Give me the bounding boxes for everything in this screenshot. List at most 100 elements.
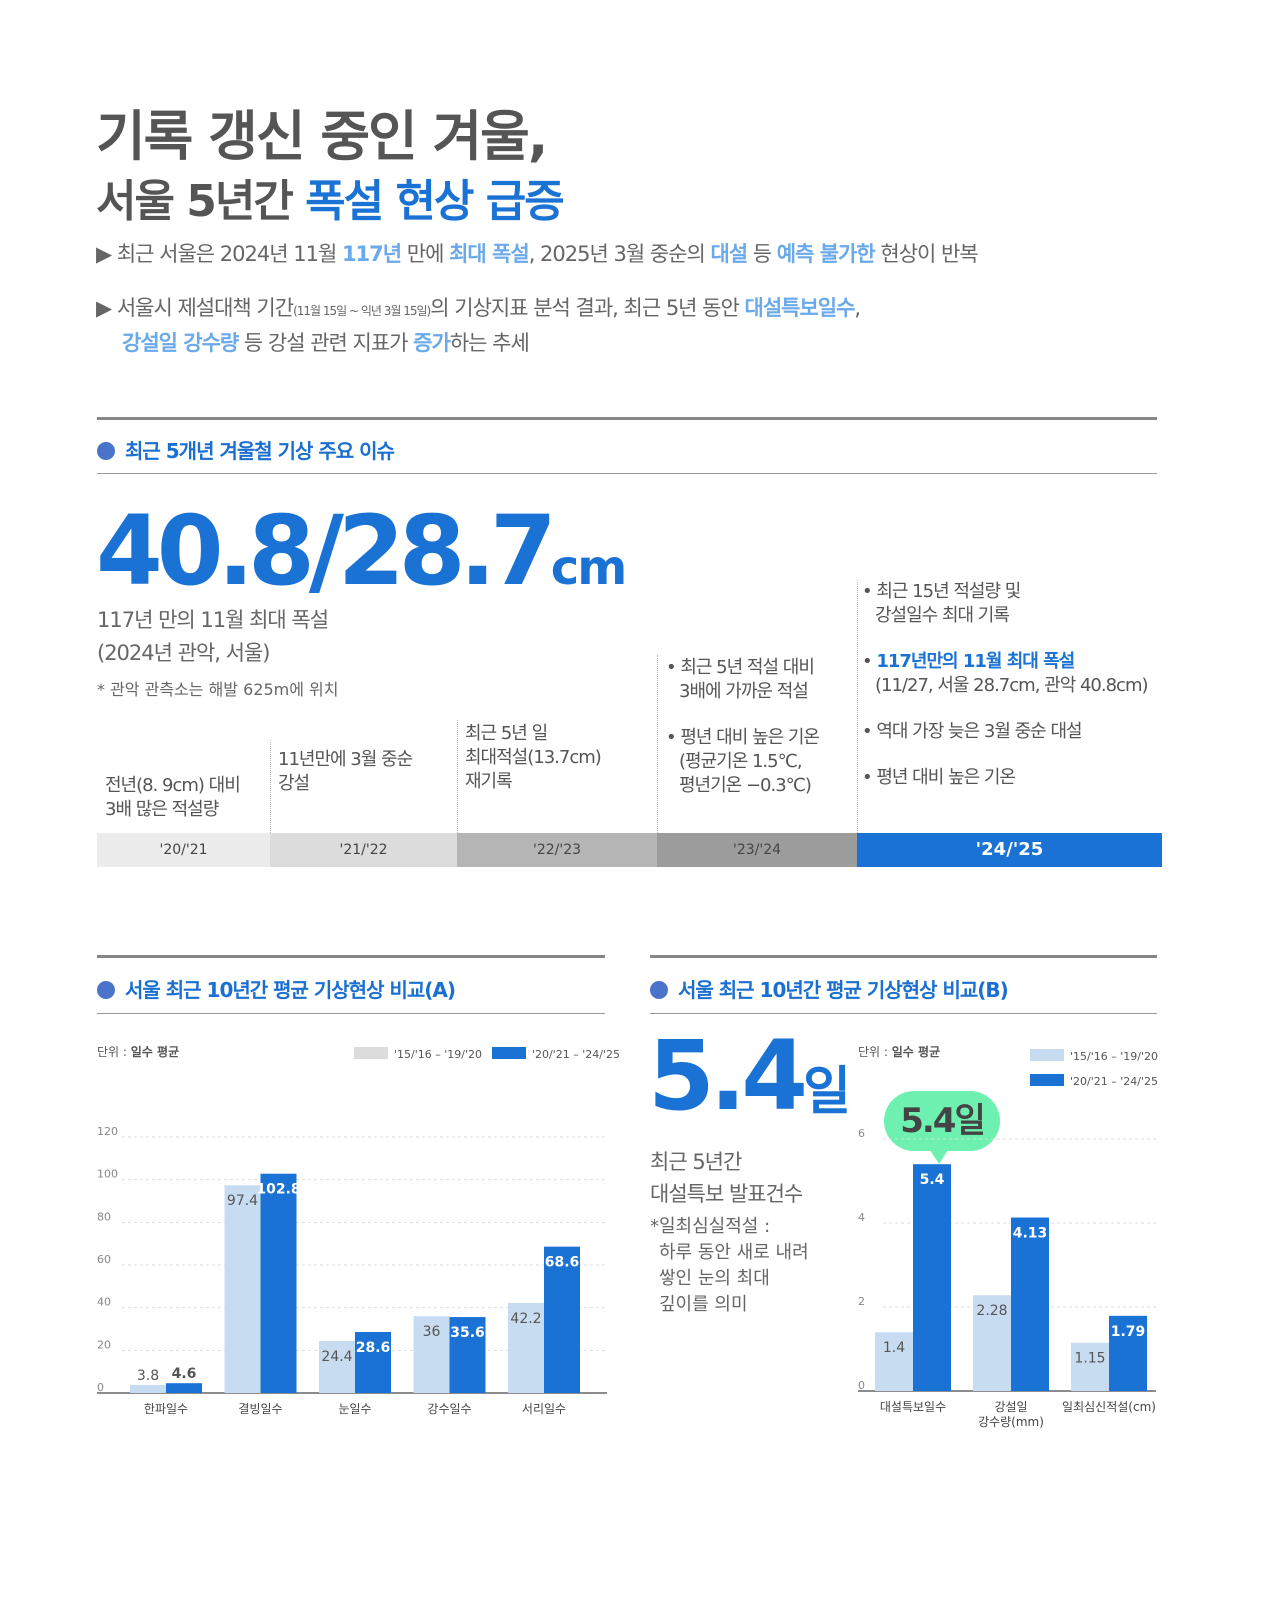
- line: 쌓인 눈의 최대: [659, 1268, 770, 1289]
- bar: [166, 1383, 202, 1393]
- divider: [650, 955, 1157, 958]
- highlight: 대설특보일수: [744, 296, 856, 320]
- line: 3배에 가까운 적설: [679, 681, 809, 702]
- bullet-dot-icon: [97, 981, 115, 999]
- timeline-season-24-25: '24/'25: [857, 833, 1162, 867]
- divider: [97, 473, 1157, 474]
- unit-label: 단위 : 일수 평균: [858, 1043, 940, 1060]
- y-tick-label: 20: [97, 1338, 111, 1351]
- divider: [97, 1013, 605, 1014]
- timeline-season-20-21: '20/'21: [97, 833, 270, 867]
- data-label: 28.6: [356, 1340, 391, 1356]
- title-line-2: 서울 5년간 폭설 현상 급증: [96, 165, 565, 229]
- season-note: • 최근 5년 적설 대비 3배에 가까운 적설 • 평년 대비 높은 기온 (평균…: [666, 657, 820, 796]
- legend-swatch-dark: [1030, 1074, 1064, 1086]
- unit-prefix: 단위 :: [97, 1045, 131, 1059]
- y-tick-label: 0: [97, 1381, 104, 1394]
- line: *일최심실적설 :: [650, 1216, 771, 1237]
- data-label: 24.4: [321, 1349, 352, 1365]
- data-label: 97.4: [227, 1193, 258, 1209]
- divider: [857, 580, 858, 833]
- bar: [319, 1340, 355, 1393]
- section-title: 서울 최근 10년간 평균 기상현상 비교(A): [125, 978, 456, 1002]
- title-highlight: 폭설 현상 급증: [305, 176, 565, 227]
- line: 최근 5년 일: [465, 723, 548, 744]
- legend-label: '20/'21 – '24/'25: [532, 1048, 620, 1061]
- text: 의 기상지표 분석 결과, 최근 5년 동안: [430, 296, 745, 320]
- x-tick-label: 결빙일수: [238, 1402, 282, 1416]
- unit: 일: [803, 1062, 851, 1122]
- line: 대설특보 발표건수: [650, 1182, 803, 1206]
- legend-swatch-light: [354, 1047, 388, 1059]
- text: 현상이 반복: [874, 242, 978, 266]
- timeline-season-21-22: '21/'22: [270, 833, 457, 867]
- big-warning-count: 5.4일: [648, 1020, 851, 1132]
- big-snow-value: 40.8/28.7cm: [96, 495, 627, 607]
- unit-prefix: 단위 :: [858, 1045, 892, 1059]
- legend-label: '20/'21 – '24/'25: [1070, 1075, 1158, 1088]
- title-plain: 서울 5년간: [96, 176, 306, 227]
- highlight: 예측 불가한: [776, 242, 876, 266]
- unit: cm: [550, 540, 627, 596]
- bar: [260, 1173, 297, 1393]
- highlight: 강설일 강수량: [122, 331, 239, 355]
- caption: 117년 만의 11월 최대 폭설 (2024년 관악, 서울): [97, 604, 329, 670]
- triangle-icon: ▶: [96, 242, 117, 266]
- divider: [270, 740, 271, 833]
- section-1-heading: 최근 5개년 겨울철 기상 주요 이슈: [97, 435, 395, 464]
- x-tick-label: 한파일수: [144, 1402, 188, 1416]
- text: 등 강설 관련 지표가: [238, 331, 414, 355]
- text: 만에: [401, 242, 450, 266]
- highlight: 증가: [413, 331, 451, 355]
- unit-label: 단위 : 일수 평균: [97, 1043, 179, 1060]
- triangle-icon: ▶: [96, 296, 117, 320]
- line: 강설일수 최대 기록: [875, 605, 1010, 626]
- y-tick-label: 60: [97, 1253, 111, 1266]
- line: 평년 대비 높은 기온: [680, 727, 820, 748]
- legend-label: '15/'16 – '19/'20: [394, 1048, 482, 1061]
- bar: [508, 1302, 544, 1393]
- bullet-1: ▶ 최근 서울은 2024년 11월 117년 만에 최대 폭설, 2025년 …: [96, 238, 979, 270]
- season-note: 전년(8. 9cm) 대비 3배 많은 적설량: [105, 774, 241, 822]
- callout-pointer: [930, 1150, 948, 1164]
- title-line-1: 기록 갱신 중인 겨울,: [96, 105, 548, 168]
- line: 강설: [278, 773, 310, 794]
- unit-value: 일수 평균: [891, 1045, 941, 1059]
- data-label: 102.8: [256, 1182, 300, 1198]
- unit-value: 일수 평균: [130, 1045, 180, 1059]
- bar: [130, 1384, 166, 1393]
- line: 평년기온 −0.3℃): [679, 775, 812, 796]
- line: 117년만의 11월 최대 폭설: [876, 651, 1075, 672]
- x-tick-label: 눈일수: [338, 1402, 371, 1416]
- data-label: 35.6: [450, 1325, 485, 1341]
- divider: [657, 655, 658, 833]
- season-note: 최근 5년 일 최대적설(13.7cm) 재기록: [465, 722, 602, 794]
- highlight: 117년: [341, 242, 402, 266]
- legend-swatch-light: [1030, 1049, 1064, 1061]
- divider: [650, 1013, 1157, 1014]
- definition-note: *일최심실적설 : 하루 동안 새로 내려 쌓인 눈의 최대 깊이를 의미: [650, 1214, 809, 1318]
- y-tick-label: 120: [97, 1125, 118, 1138]
- legend-a: '15/'16 – '19/'20 '20/'21 – '24/'25: [354, 1043, 630, 1062]
- timeline-season-22-23: '22/'23: [457, 833, 657, 867]
- line: 재기록: [465, 771, 513, 792]
- highlight: 대설: [710, 242, 748, 266]
- bar: [413, 1316, 450, 1393]
- bullet-2: ▶ 서울시 제설대책 기간(11월 15일 ~ 익년 3월 15일)의 기상지표…: [96, 292, 1096, 359]
- line: 하루 동안 새로 내려: [659, 1242, 809, 1263]
- data-label: 4.6: [172, 1366, 197, 1382]
- x-tick-label: 강수일수: [427, 1402, 471, 1416]
- line: 전년(8. 9cm) 대비: [105, 775, 241, 796]
- divider: [97, 417, 1157, 420]
- caption-line: (2024년 관악, 서울): [97, 641, 270, 665]
- period-note: (11월 15일 ~ 익년 3월 15일): [293, 304, 431, 318]
- legend-b: '15/'16 – '19/'20 '20/'21 – '24/'25: [1030, 1043, 1168, 1093]
- callout-bubble: 5.4일: [884, 1091, 1000, 1151]
- text: 하는 추세: [449, 331, 530, 355]
- data-label: 68.6: [545, 1255, 580, 1271]
- line: 평년 대비 높은 기온: [876, 767, 1016, 788]
- footnote: * 관악 관측소는 해발 625m에 위치: [97, 680, 339, 699]
- y-tick-label: 80: [97, 1210, 111, 1223]
- bullet-dot-icon: [97, 442, 115, 460]
